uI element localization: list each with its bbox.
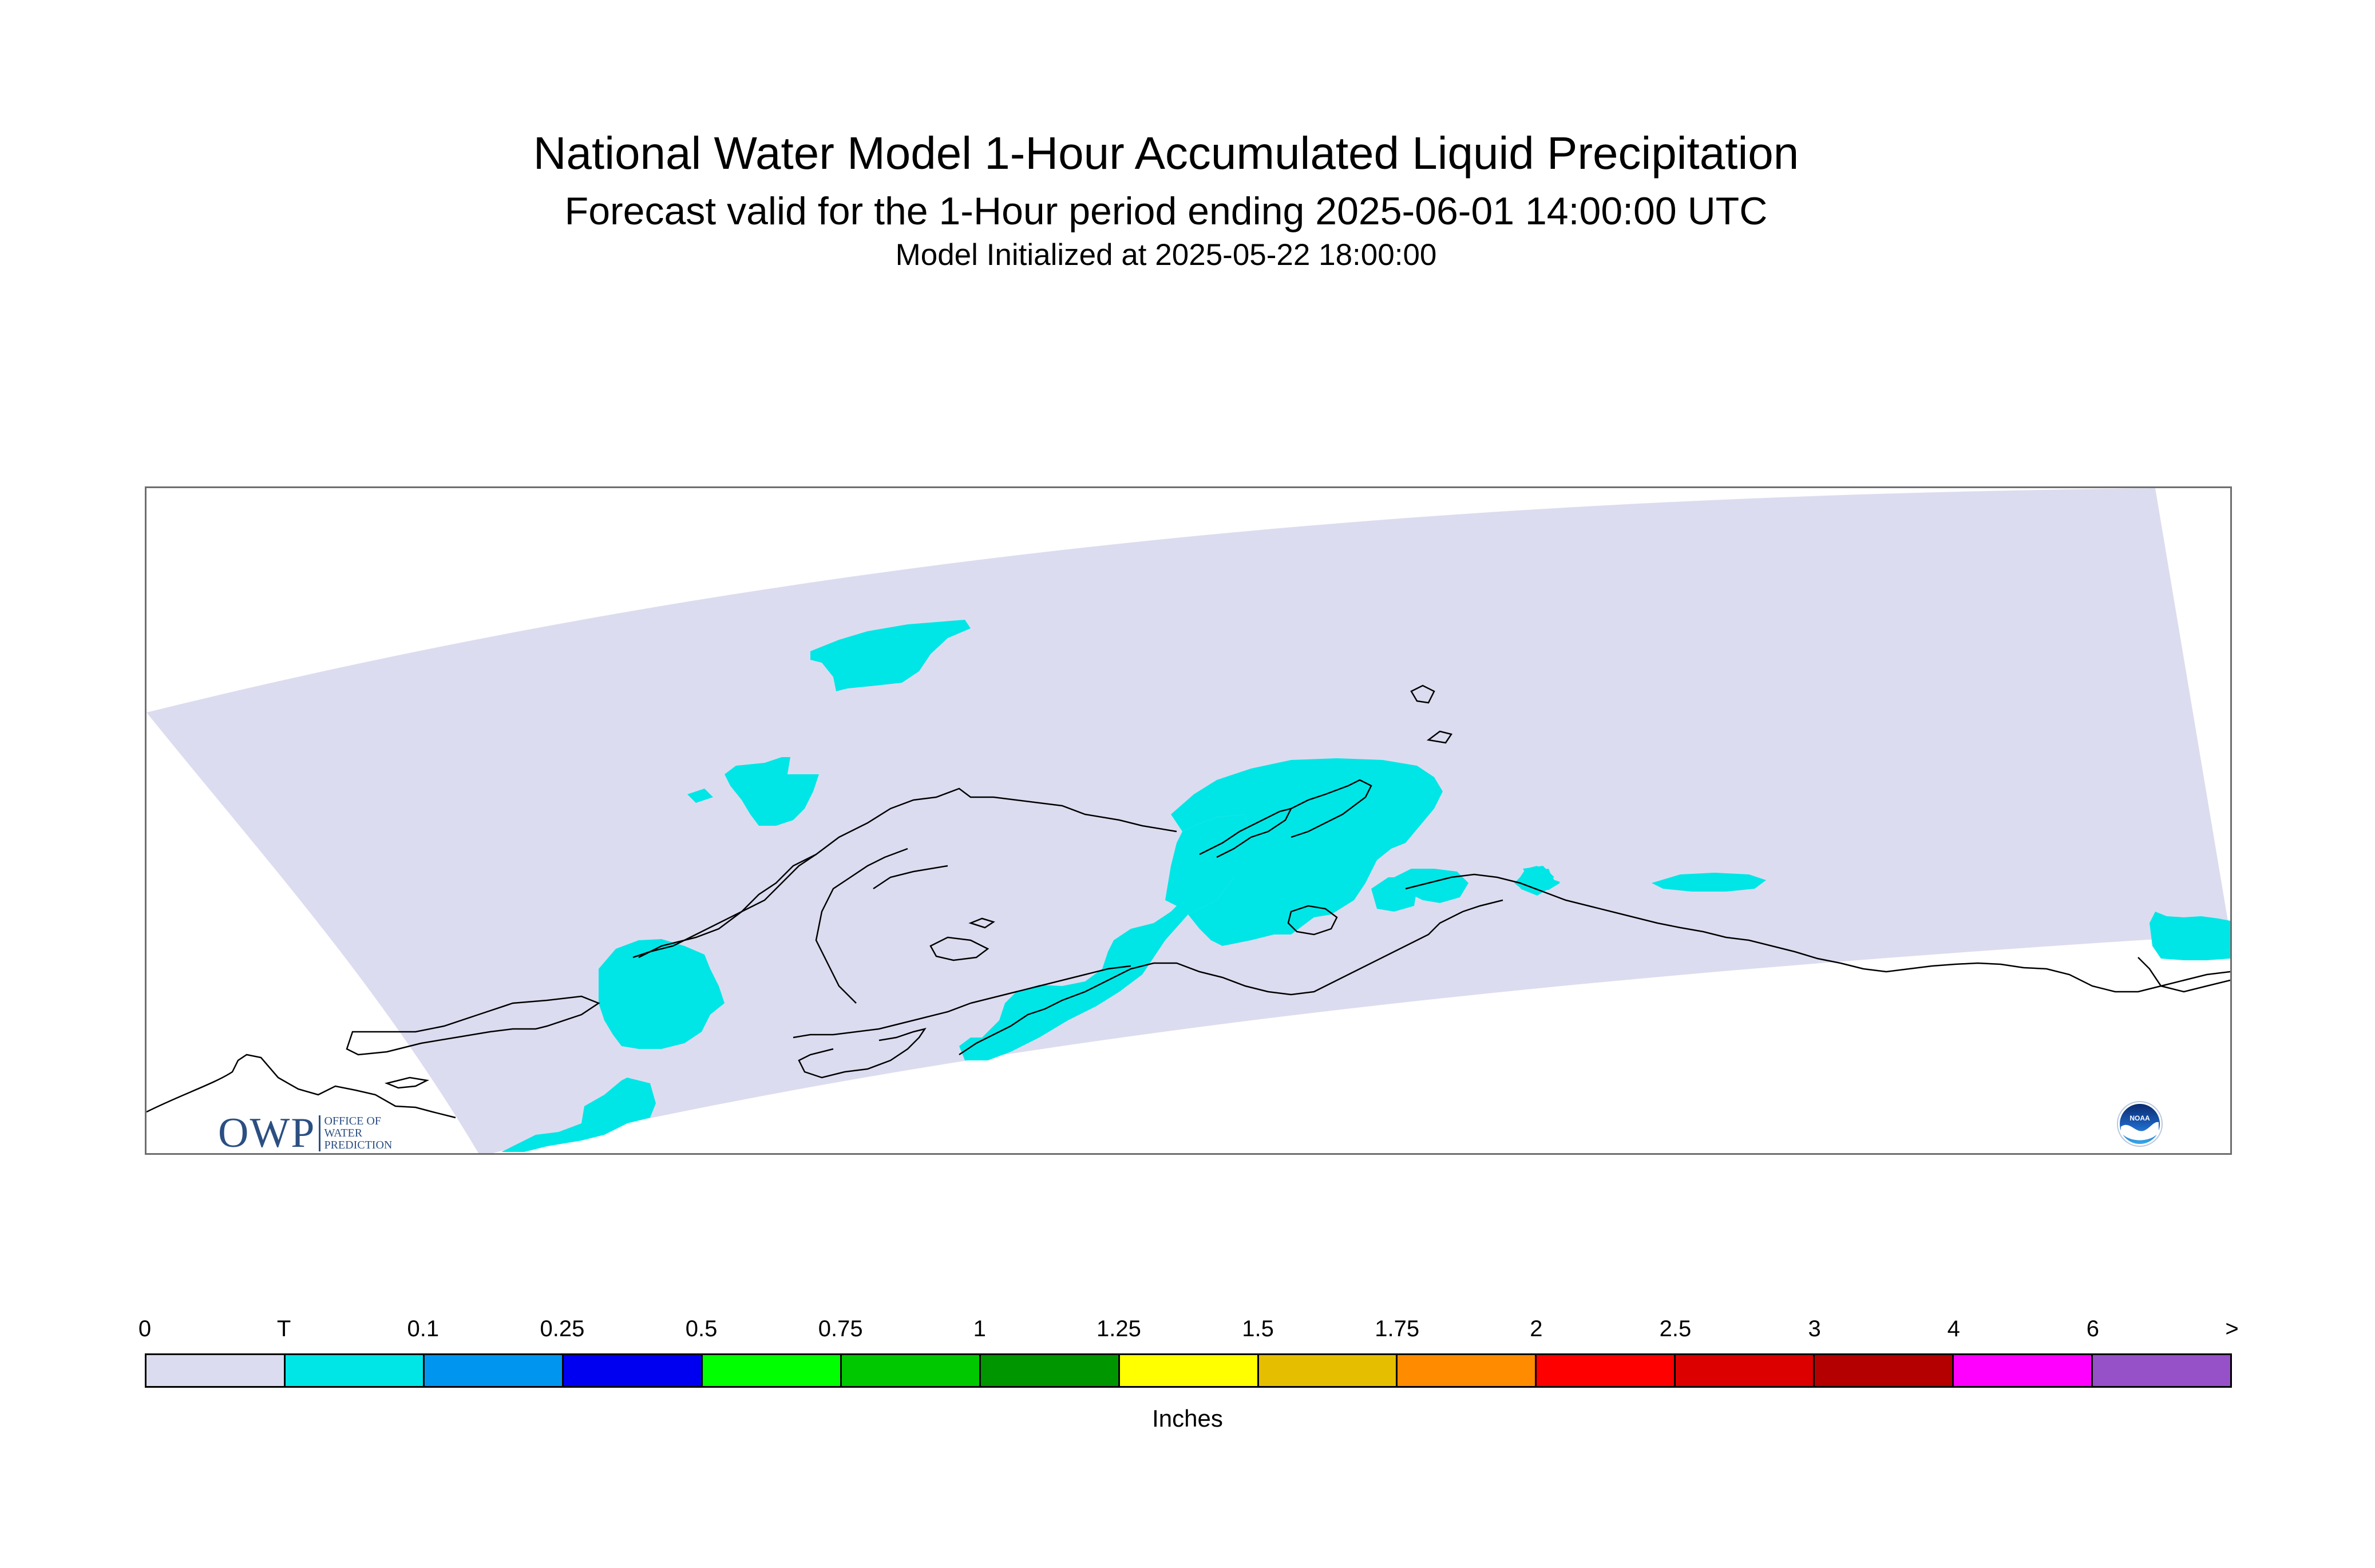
noaa-logo-icon: NOAA: [2117, 1101, 2163, 1147]
colorbar-tick-label: 1: [973, 1316, 986, 1341]
coastline-islands-north-2: [1426, 730, 1453, 744]
coastline-pribilof: [968, 917, 995, 929]
colorbar-tick-label: >: [2225, 1316, 2239, 1341]
coastline-far-east: [2138, 957, 2230, 993]
coastline-islands-north: [1410, 684, 1435, 704]
coastline-bristol-bay: [959, 899, 1503, 1056]
model-initialized-line: Model Initialized at 2025-05-22 18:00:00: [895, 238, 1437, 272]
colorbar-cell: [702, 1355, 842, 1386]
owp-logo-line-2: WATER: [324, 1127, 363, 1139]
colorbar-labels: 0 T 0.1 0.25 0.5 0.75 1 1.25 1.5 1.75 2 2.5 3 4 6 >: [138, 1316, 2239, 1345]
colorbar-cell: [2093, 1355, 2231, 1386]
coastline-prince-william: [1291, 779, 1372, 838]
coastline-alaska-southwest: [798, 1028, 927, 1079]
precip-area-southwest: [501, 1078, 656, 1152]
precip-area-kodiak: [1274, 854, 1337, 889]
owp-logo: OWP OFFICE OF WATER PREDICTION: [218, 1110, 392, 1155]
forecast-valid-subtitle: Forecast valid for the 1-Hour period end…: [564, 189, 1768, 233]
colorbar-cell: [1258, 1355, 1398, 1386]
colorbar-cell: [1537, 1355, 1676, 1386]
precip-area-central-arc: [959, 814, 1248, 1060]
colorbar-tick-label: 1.5: [1242, 1316, 1274, 1341]
colorbar-tick-label: 2.5: [1659, 1316, 1692, 1341]
coastline-seward-peninsula: [632, 853, 817, 959]
precip-area-east-splash: [1520, 881, 1537, 886]
noaa-logo-label: NOAA: [2129, 1114, 2150, 1122]
map-panel[interactable]: OWP OFFICE OF WATER PREDICTION NOAA: [145, 486, 2232, 1155]
precip-area-west-island: [725, 757, 819, 826]
coastline-norton-sound: [815, 848, 908, 1004]
colorbar-tick-label: 2: [1530, 1316, 1543, 1341]
colorbar-tick-label: 0.75: [818, 1316, 863, 1341]
colorbar-tick-label: 3: [1808, 1316, 1821, 1341]
colorbar-cell: [285, 1355, 425, 1386]
owp-logo-letters: OWP: [218, 1110, 316, 1155]
colorbar-tick-label: 0: [138, 1316, 152, 1341]
precip-area-west-peninsula: [599, 939, 725, 1049]
coastline-st-lawrence: [384, 1076, 429, 1089]
precipitation-colorbar: [145, 1353, 2232, 1388]
precip-area-west-small: [687, 789, 713, 803]
colorbar-tick-label: 4: [1947, 1316, 1960, 1341]
colorbar-units-label: Inches: [1152, 1405, 1223, 1432]
colorbar-cell: [563, 1355, 703, 1386]
owp-logo-text: OFFICE OF WATER PREDICTION: [319, 1115, 392, 1151]
colorbar-cell: [1119, 1355, 1259, 1386]
coastline-interior-river: [873, 865, 948, 890]
colorbar-tick-label: 0.1: [407, 1316, 440, 1341]
colorbar-cell: [980, 1355, 1120, 1386]
page-title: National Water Model 1-Hour Accumulated …: [533, 128, 1799, 179]
coastline-kodiak: [1287, 905, 1338, 936]
colorbar-tick-label: 1.75: [1375, 1316, 1420, 1341]
colorbar-cell: [147, 1355, 286, 1386]
coastline-gulf-alaska: [1405, 873, 1841, 964]
colorbar-cell: [1954, 1355, 2093, 1386]
coastline-aleutian-east: [970, 965, 1131, 1004]
coastline-southeast: [1840, 962, 2230, 993]
coastline-nunivak: [929, 936, 989, 961]
map-canvas[interactable]: [147, 488, 2230, 1153]
coastlines: [147, 684, 2230, 1119]
precip-area-far-east-edge: [2150, 912, 2230, 960]
owp-logo-line-1: OFFICE OF: [324, 1115, 381, 1127]
coastline-chukotka: [346, 995, 600, 1056]
precipitation-areas: [501, 620, 2230, 1152]
precip-area-gulf-large: [1171, 758, 1443, 946]
coastline-aleutian-chain: [793, 1002, 971, 1039]
precip-area-east-cluster: [1652, 873, 1766, 892]
colorbar-tick-label: 1.25: [1096, 1316, 1141, 1341]
colorbar-cell: [1676, 1355, 1815, 1386]
colorbar-tick-label: 6: [2086, 1316, 2099, 1341]
colorbar-cell: [424, 1355, 564, 1386]
owp-logo-line-3: PREDICTION: [324, 1139, 393, 1151]
precip-area-north: [810, 620, 971, 691]
colorbar-cell: [841, 1355, 981, 1386]
colorbar-cell: [1398, 1355, 1537, 1386]
coastline-siberia-north: [147, 1054, 456, 1119]
colorbar-tick-label: 0.25: [540, 1316, 585, 1341]
colorbar-tick-label: T: [276, 1316, 291, 1341]
coastline-alaska-west: [638, 787, 1177, 959]
colorbar-cell: [1815, 1355, 1954, 1386]
colorbar-tick-label: 0.5: [685, 1316, 718, 1341]
